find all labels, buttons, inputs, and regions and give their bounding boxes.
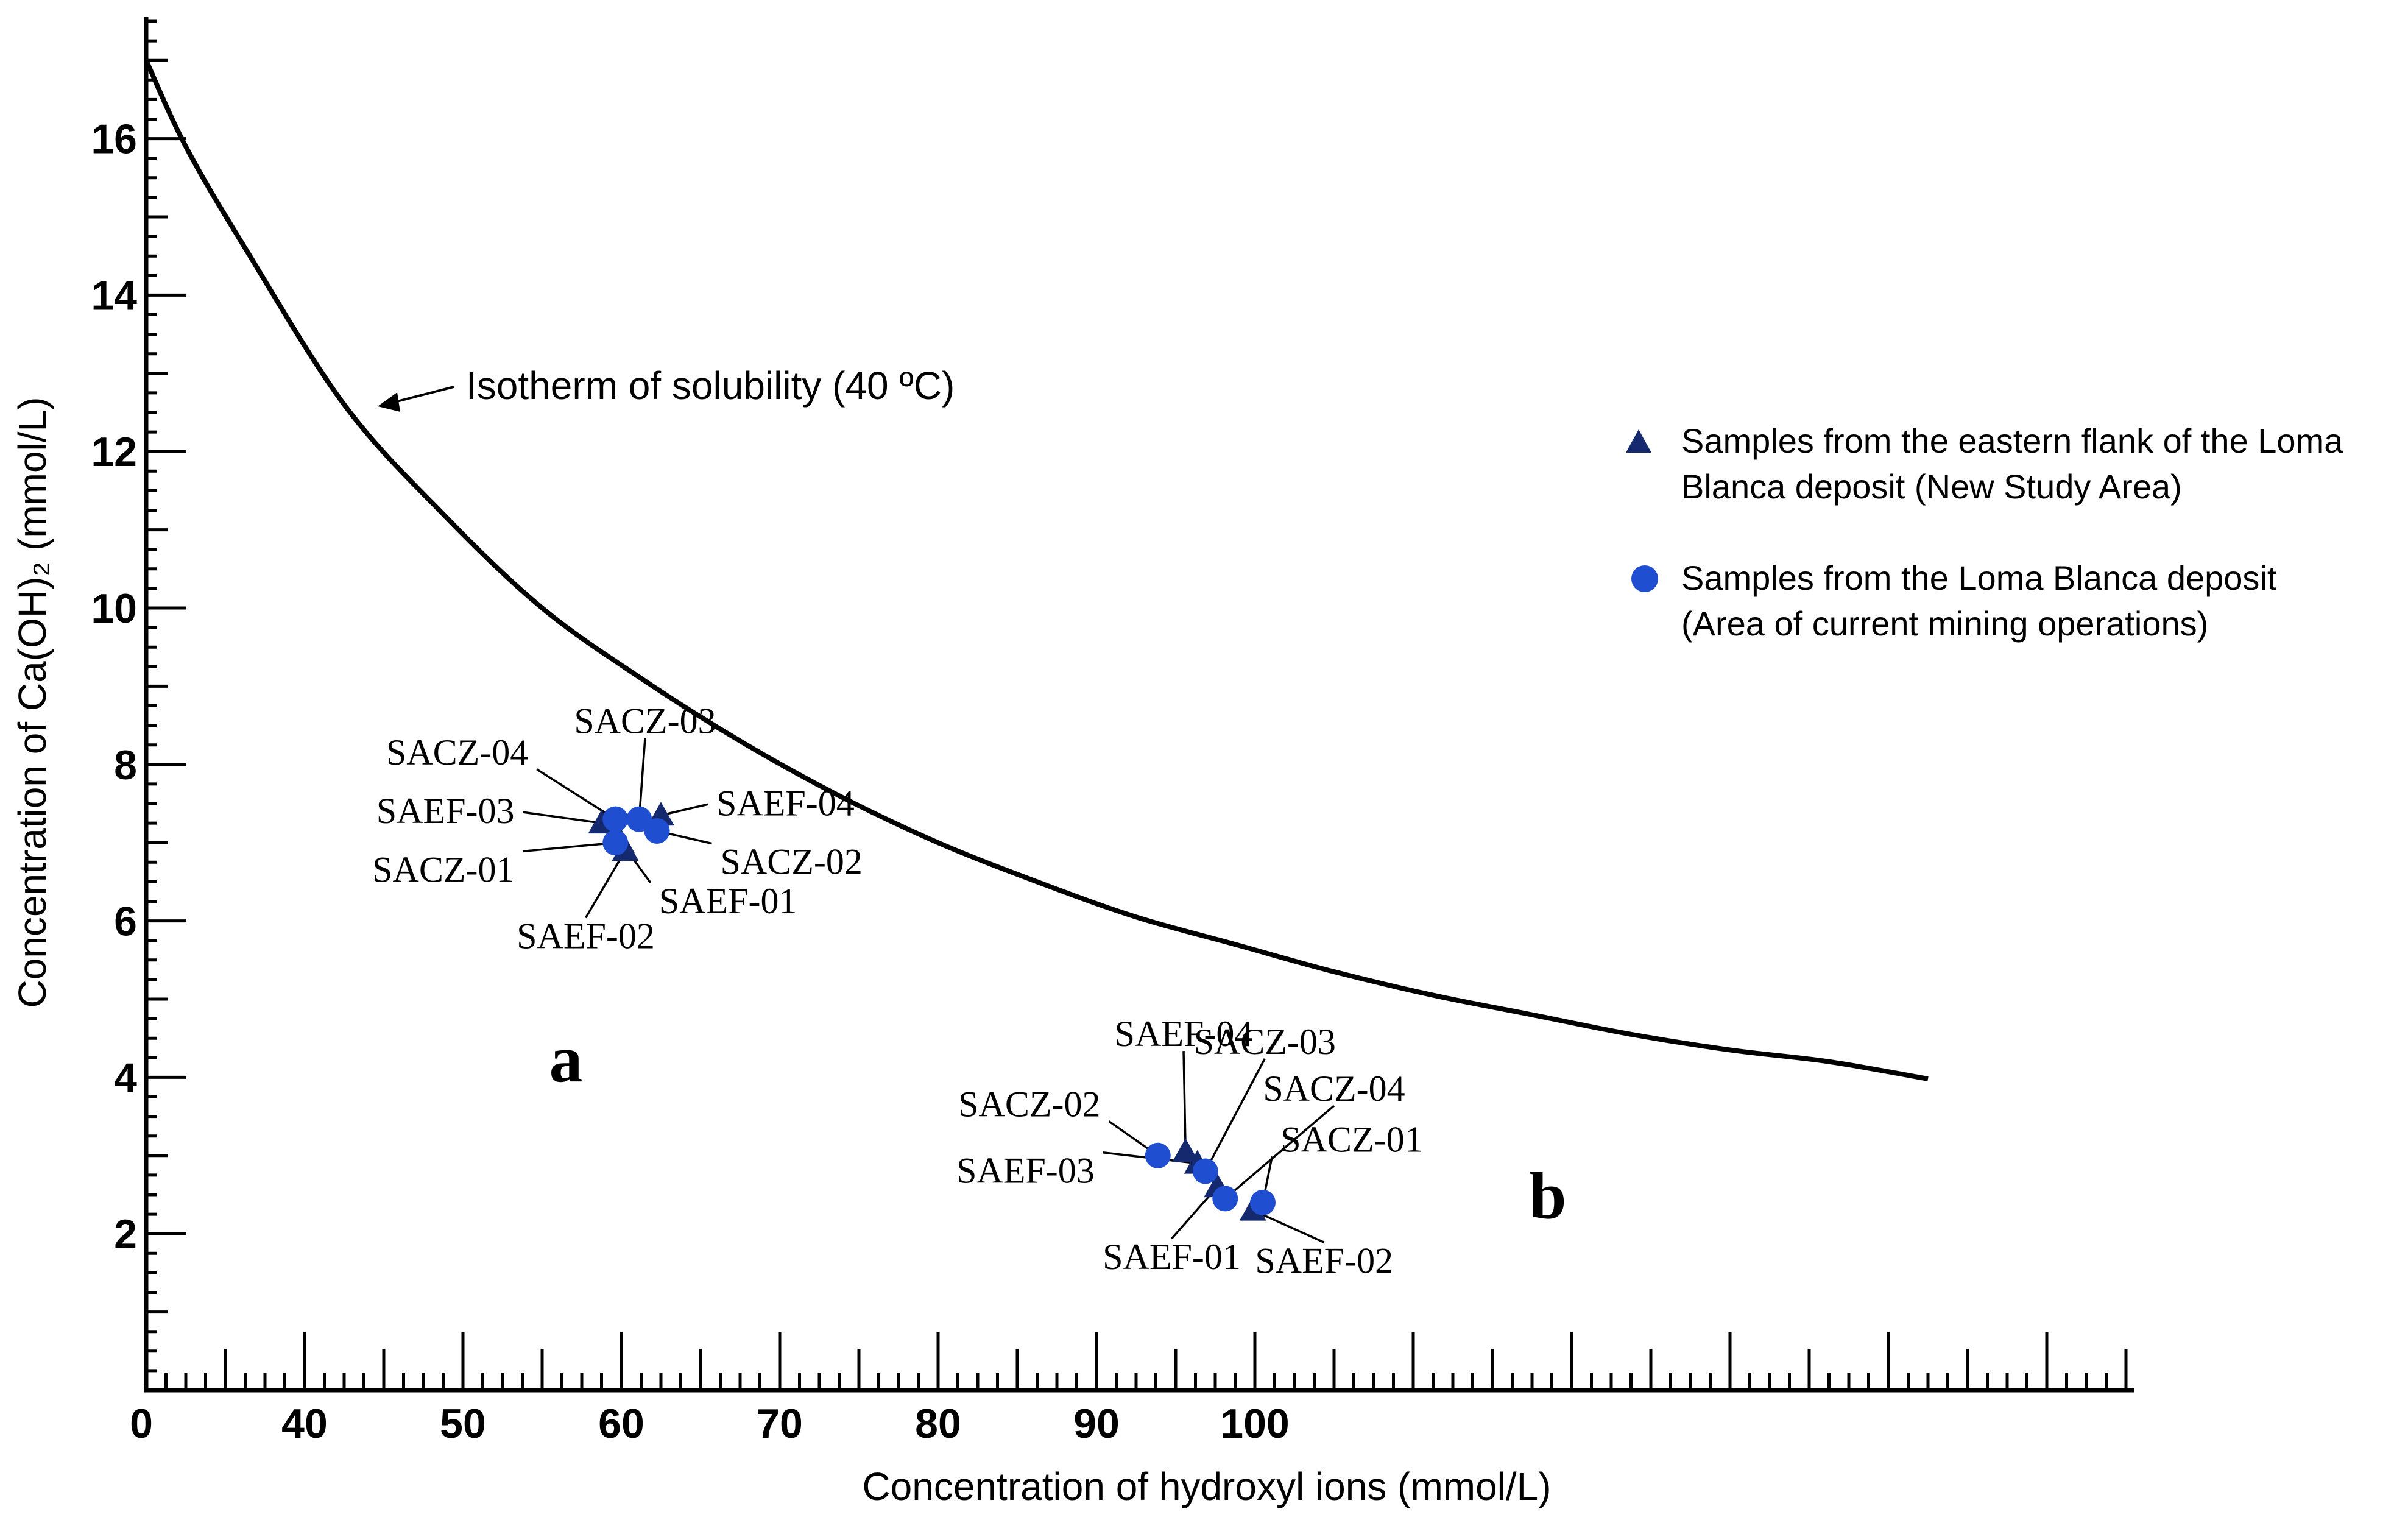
point-leader-line bbox=[1184, 1051, 1185, 1151]
curve-annotation-text: Isotherm of solubility (40 ºC) bbox=[466, 364, 955, 408]
x-tick-label: 90 bbox=[1073, 1401, 1120, 1447]
curve-annotation-arrowhead bbox=[378, 392, 400, 412]
y-tick-label: 14 bbox=[91, 272, 137, 319]
circle-marker bbox=[602, 807, 628, 832]
x-tick-label: 60 bbox=[598, 1401, 644, 1447]
x-tick-label: 100 bbox=[1220, 1401, 1289, 1447]
x-axis-title: Concentration of hydroxyl ions (mmol/L) bbox=[862, 1465, 1551, 1508]
y-tick-label: 16 bbox=[91, 116, 137, 163]
point-label: SACZ-01 bbox=[372, 849, 514, 889]
y-tick-label: 18 bbox=[91, 0, 137, 6]
points-layer: SAEF-03 SAEF-04SAEF-01SAEF-02SAEF-04SAEF-… bbox=[372, 701, 1422, 1281]
y-tick-label: 12 bbox=[91, 429, 137, 475]
isotherm-curve bbox=[146, 60, 1928, 1079]
point-leader-line bbox=[523, 843, 616, 851]
point-leader-line bbox=[661, 804, 708, 815]
point-label: SAEF-02 bbox=[517, 916, 655, 956]
point-label: SAEF-04 bbox=[716, 783, 855, 823]
y-tick-label: 6 bbox=[114, 899, 137, 945]
point-label: SAEF-03 bbox=[376, 791, 515, 831]
y-tick-label: 2 bbox=[114, 1211, 137, 1257]
chart: 2 4 6 8 10 12 14 16 18 0 40 50 60 70 80 90 100 Concentra… bbox=[0, 0, 2408, 1520]
x-tick-label: 70 bbox=[757, 1401, 803, 1447]
legend-circle-marker bbox=[1631, 565, 1658, 592]
circle-marker bbox=[644, 818, 670, 844]
point-label: SAEF-01 bbox=[659, 881, 797, 921]
y-tick-label: 4 bbox=[114, 1055, 137, 1101]
circle-marker bbox=[602, 830, 628, 855]
ticks-layer bbox=[146, 21, 2126, 1390]
x-tick-label: 40 bbox=[281, 1401, 328, 1447]
point-label: SACZ-04 bbox=[386, 732, 528, 772]
curve-annotation: Isotherm of solubility (40 ºC) bbox=[378, 364, 955, 412]
group-label: a bbox=[549, 1022, 583, 1096]
curve-annotation-arrow bbox=[390, 387, 454, 403]
point-label: SACZ-04 bbox=[1263, 1069, 1405, 1109]
point-leader-line bbox=[537, 769, 615, 819]
legend-entry-1-line-1: Samples from the eastern flank of the Lo… bbox=[1681, 422, 2343, 460]
circle-marker bbox=[1212, 1186, 1238, 1211]
point-leader-line bbox=[523, 812, 602, 823]
y-axis-title: Concentration of Ca(OH)₂ (mmol/L) bbox=[10, 397, 54, 1008]
circle-marker bbox=[1250, 1190, 1276, 1215]
point-label: SAEF-01 bbox=[1103, 1237, 1241, 1277]
legend: Samples from the eastern flank of the Lo… bbox=[1626, 422, 2343, 643]
point-label: SACZ-03 bbox=[574, 701, 716, 741]
x-tick-label: 0 bbox=[130, 1401, 153, 1447]
y-tick-label: 10 bbox=[91, 585, 137, 632]
point-leader-line bbox=[1206, 1059, 1265, 1172]
circle-marker bbox=[1145, 1143, 1171, 1168]
x-tick-label: 50 bbox=[440, 1401, 486, 1447]
point-label: SACZ-01 bbox=[1280, 1119, 1422, 1159]
point-label: SAEF-03 bbox=[956, 1151, 1095, 1191]
legend-entry-2-line-2: (Area of current mining operations) bbox=[1681, 604, 2208, 643]
x-tick-label: 80 bbox=[915, 1401, 961, 1447]
point-label: SAEF-02 bbox=[1255, 1240, 1393, 1281]
point-label: SACZ-02 bbox=[958, 1084, 1100, 1125]
legend-entry-1-line-2: Blanca deposit (New Study Area) bbox=[1681, 467, 2182, 506]
group-label: b bbox=[1529, 1159, 1566, 1233]
point-label: SACZ-02 bbox=[721, 842, 863, 882]
point-label: SACZ-03 bbox=[1194, 1022, 1336, 1062]
legend-triangle-marker bbox=[1626, 429, 1651, 453]
curve-layer bbox=[146, 60, 1928, 1079]
legend-entry-2-line-1: Samples from the Loma Blanca deposit bbox=[1681, 559, 2277, 597]
circle-marker bbox=[1193, 1158, 1218, 1184]
y-tick-label: 8 bbox=[114, 742, 137, 788]
